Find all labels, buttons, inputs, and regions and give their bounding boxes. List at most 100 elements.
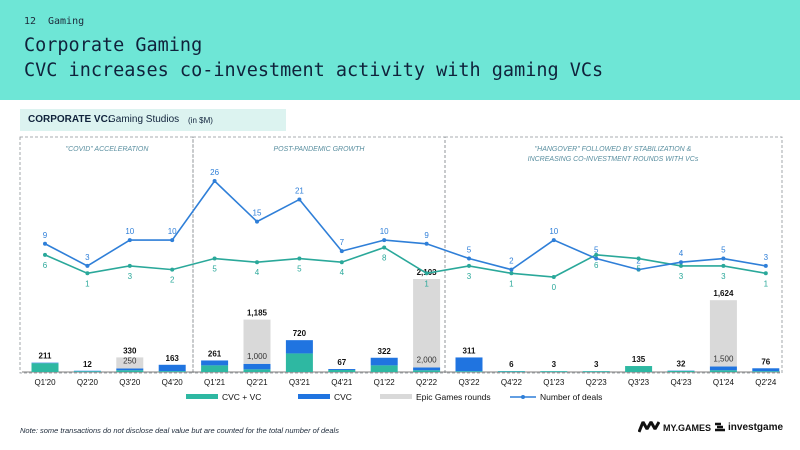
teal-point (127, 263, 132, 268)
deal-point (43, 241, 47, 246)
line-teal-series (44, 246, 766, 278)
x-tick-label: Q1'20 (34, 378, 56, 387)
bar-cvc-vc-16 (709, 370, 737, 372)
teal-point (763, 271, 768, 276)
period-label-2: POST-PANDEMIC GROWTH (273, 146, 365, 153)
deal-point (594, 256, 599, 261)
teal-point (170, 267, 175, 272)
bar-cvc-6 (285, 340, 313, 354)
bar-cvc-4 (201, 360, 229, 366)
period-box-2 (192, 136, 446, 374)
teal-point (339, 260, 344, 265)
teal-point (551, 275, 556, 279)
x-tick-label: Q1'22 (374, 378, 396, 387)
bar-cvc-vc-6 (285, 353, 313, 372)
deal-point (339, 249, 344, 254)
epic-value-label: 2,000 (417, 355, 438, 364)
deal-count-label: 10 (380, 227, 389, 236)
bar-total-label: 211 (39, 352, 52, 361)
bar-total-label: 3 (552, 360, 557, 369)
teal-count-label: 3 (679, 272, 684, 281)
bar-cvc-17 (752, 368, 780, 372)
teal-count-label: 5 (636, 265, 641, 274)
deal-count-label: 21 (295, 186, 304, 195)
x-tick-label: Q2'23 (586, 378, 608, 387)
x-tick-label: Q3'23 (628, 378, 650, 387)
deal-count-label: 9 (424, 231, 429, 240)
teal-point (721, 263, 726, 268)
legend-label-deals: Number of deals (540, 392, 602, 402)
teal-count-label: 8 (382, 253, 387, 262)
deal-point (763, 263, 768, 268)
mygames-wordmark: MY.GAMES (663, 423, 712, 433)
bar-cvc-5 (243, 363, 271, 370)
x-tick-label: Q2'24 (755, 378, 777, 387)
deal-point (382, 238, 387, 243)
deal-point (467, 256, 471, 261)
legend-swatch-cvc (298, 394, 330, 399)
deal-count-label: 26 (210, 168, 219, 177)
x-tick-label: Q3'20 (119, 378, 141, 387)
teal-count-label: 3 (467, 272, 472, 281)
bar-cvc-16 (709, 366, 737, 371)
deal-count-label: 15 (253, 209, 262, 218)
teal-count-label: 1 (764, 279, 769, 288)
deal-point (255, 219, 259, 224)
x-tick-label: Q2'21 (246, 378, 268, 387)
footnote: Note: some transactions do not disclose … (20, 426, 339, 435)
period-label-3-line2: INCREASING CO-INVESTMENT ROUNDS WITH VCs (528, 156, 699, 163)
bar-cvc-vc-2 (116, 370, 144, 372)
teal-point (679, 263, 683, 268)
deal-count-label: 5 (467, 246, 472, 255)
x-tick-label: Q1'24 (713, 378, 735, 387)
bar-cvc-vc-3 (158, 371, 186, 372)
bar-total-label: 6 (509, 360, 514, 369)
deal-count-label: 3 (764, 253, 769, 262)
deal-point (721, 256, 726, 261)
legend-swatch-deals-dot (521, 395, 525, 399)
teal-point (382, 245, 387, 250)
bar-cvc-vc-10 (455, 371, 483, 372)
section-label: Gaming (48, 16, 85, 27)
bar-cvc-3 (158, 364, 186, 372)
deal-count-label: 10 (549, 227, 558, 236)
teal-point (424, 271, 429, 276)
deal-point (127, 238, 132, 243)
teal-point (85, 271, 90, 276)
period-box-3 (444, 136, 783, 374)
x-tick-label: Q4'23 (670, 378, 692, 387)
bar-total-label: 1,185 (247, 309, 268, 318)
page-number: 12 (24, 16, 37, 27)
bar-total-label: 322 (378, 347, 392, 356)
mygames-mark-icon (638, 421, 660, 433)
bar-cvc-vc-7 (328, 370, 356, 372)
period-label-3-line1: "HANGOVER" FOLLOWED BY STABILIZATION & (535, 146, 692, 153)
teal-count-label: 1 (424, 279, 429, 288)
teal-count-label: 0 (552, 283, 557, 292)
investgame-wordmark: investgame (728, 422, 784, 433)
deal-point (636, 267, 641, 272)
teal-count-label: 6 (43, 261, 48, 270)
subheader-bold: CORPORATE VC: (28, 114, 112, 125)
teal-point (509, 271, 514, 276)
deal-count-label: 9 (43, 231, 48, 240)
teal-count-label: 3 (128, 272, 133, 281)
x-tick-label: Q4'20 (162, 378, 184, 387)
bar-cvc-10 (455, 357, 483, 372)
header-banner: 12 Gaming Corporate Gaming CVC increases… (0, 0, 800, 100)
x-tick-label: Q2'22 (416, 378, 438, 387)
bar-epic-5 (243, 319, 271, 364)
deal-point (424, 241, 429, 246)
bar-epic-16 (709, 300, 737, 367)
teal-count-label: 3 (721, 272, 726, 281)
teal-point (297, 256, 302, 261)
bar-cvc-vc-17 (752, 371, 780, 372)
deal-point (551, 238, 556, 243)
subheader-regular: Gaming Studios (108, 114, 180, 125)
chart-subheader: CORPORATE VC: Gaming Studios (in $M) (20, 109, 286, 131)
bar-epic-9 (413, 279, 441, 368)
teal-point (594, 252, 599, 257)
bar-epic-2 (116, 357, 144, 369)
x-tick-label: Q4'22 (501, 378, 523, 387)
x-tick-label: Q3'22 (458, 378, 480, 387)
